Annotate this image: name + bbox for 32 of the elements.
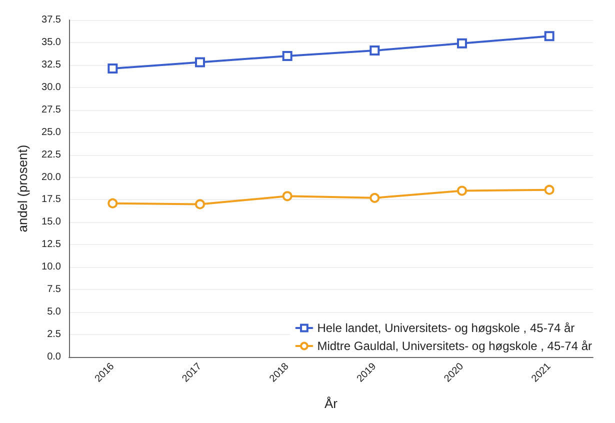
y-tick-label: 15.0 <box>42 216 62 228</box>
y-tick-label: 22.5 <box>42 149 62 160</box>
point <box>282 50 292 61</box>
point <box>370 192 380 203</box>
y-tick-label: 12.5 <box>42 239 62 250</box>
y-tick-label: 0.0 <box>47 352 62 362</box>
y-tick-label: 5.0 <box>47 306 62 318</box>
point <box>195 199 205 210</box>
x-axis-title: År <box>324 396 338 411</box>
point <box>544 31 554 42</box>
y-tick-label: 27.5 <box>42 104 62 116</box>
y-tick-label: 37.5 <box>42 14 62 26</box>
point <box>282 191 292 202</box>
y-tick-label: 20.0 <box>42 172 62 183</box>
point <box>370 46 380 56</box>
y-tick-label: 32.5 <box>42 59 62 70</box>
legend-label: Midtre Gauldal, Universitets- og høgskole , 45-74 år <box>317 339 592 353</box>
y-tick-label: 35.0 <box>42 36 62 48</box>
point <box>108 198 118 208</box>
y-tick-label: 7.5 <box>47 284 62 296</box>
point <box>457 186 467 196</box>
y-tick-label: 2.5 <box>47 329 62 340</box>
y-tick-label: 17.5 <box>42 194 62 206</box>
y-axis-title: andel (prosent) <box>15 144 30 232</box>
point <box>195 57 205 68</box>
point <box>544 184 554 195</box>
legend-label: Hele landet, Universitets- og høgskole , 45-74 år <box>317 321 575 335</box>
point <box>108 64 118 74</box>
y-tick-label: 30.0 <box>42 82 62 93</box>
y-tick-label: 25.0 <box>42 126 62 138</box>
point <box>457 38 467 48</box>
y-tick-label: 10.0 <box>42 262 62 273</box>
